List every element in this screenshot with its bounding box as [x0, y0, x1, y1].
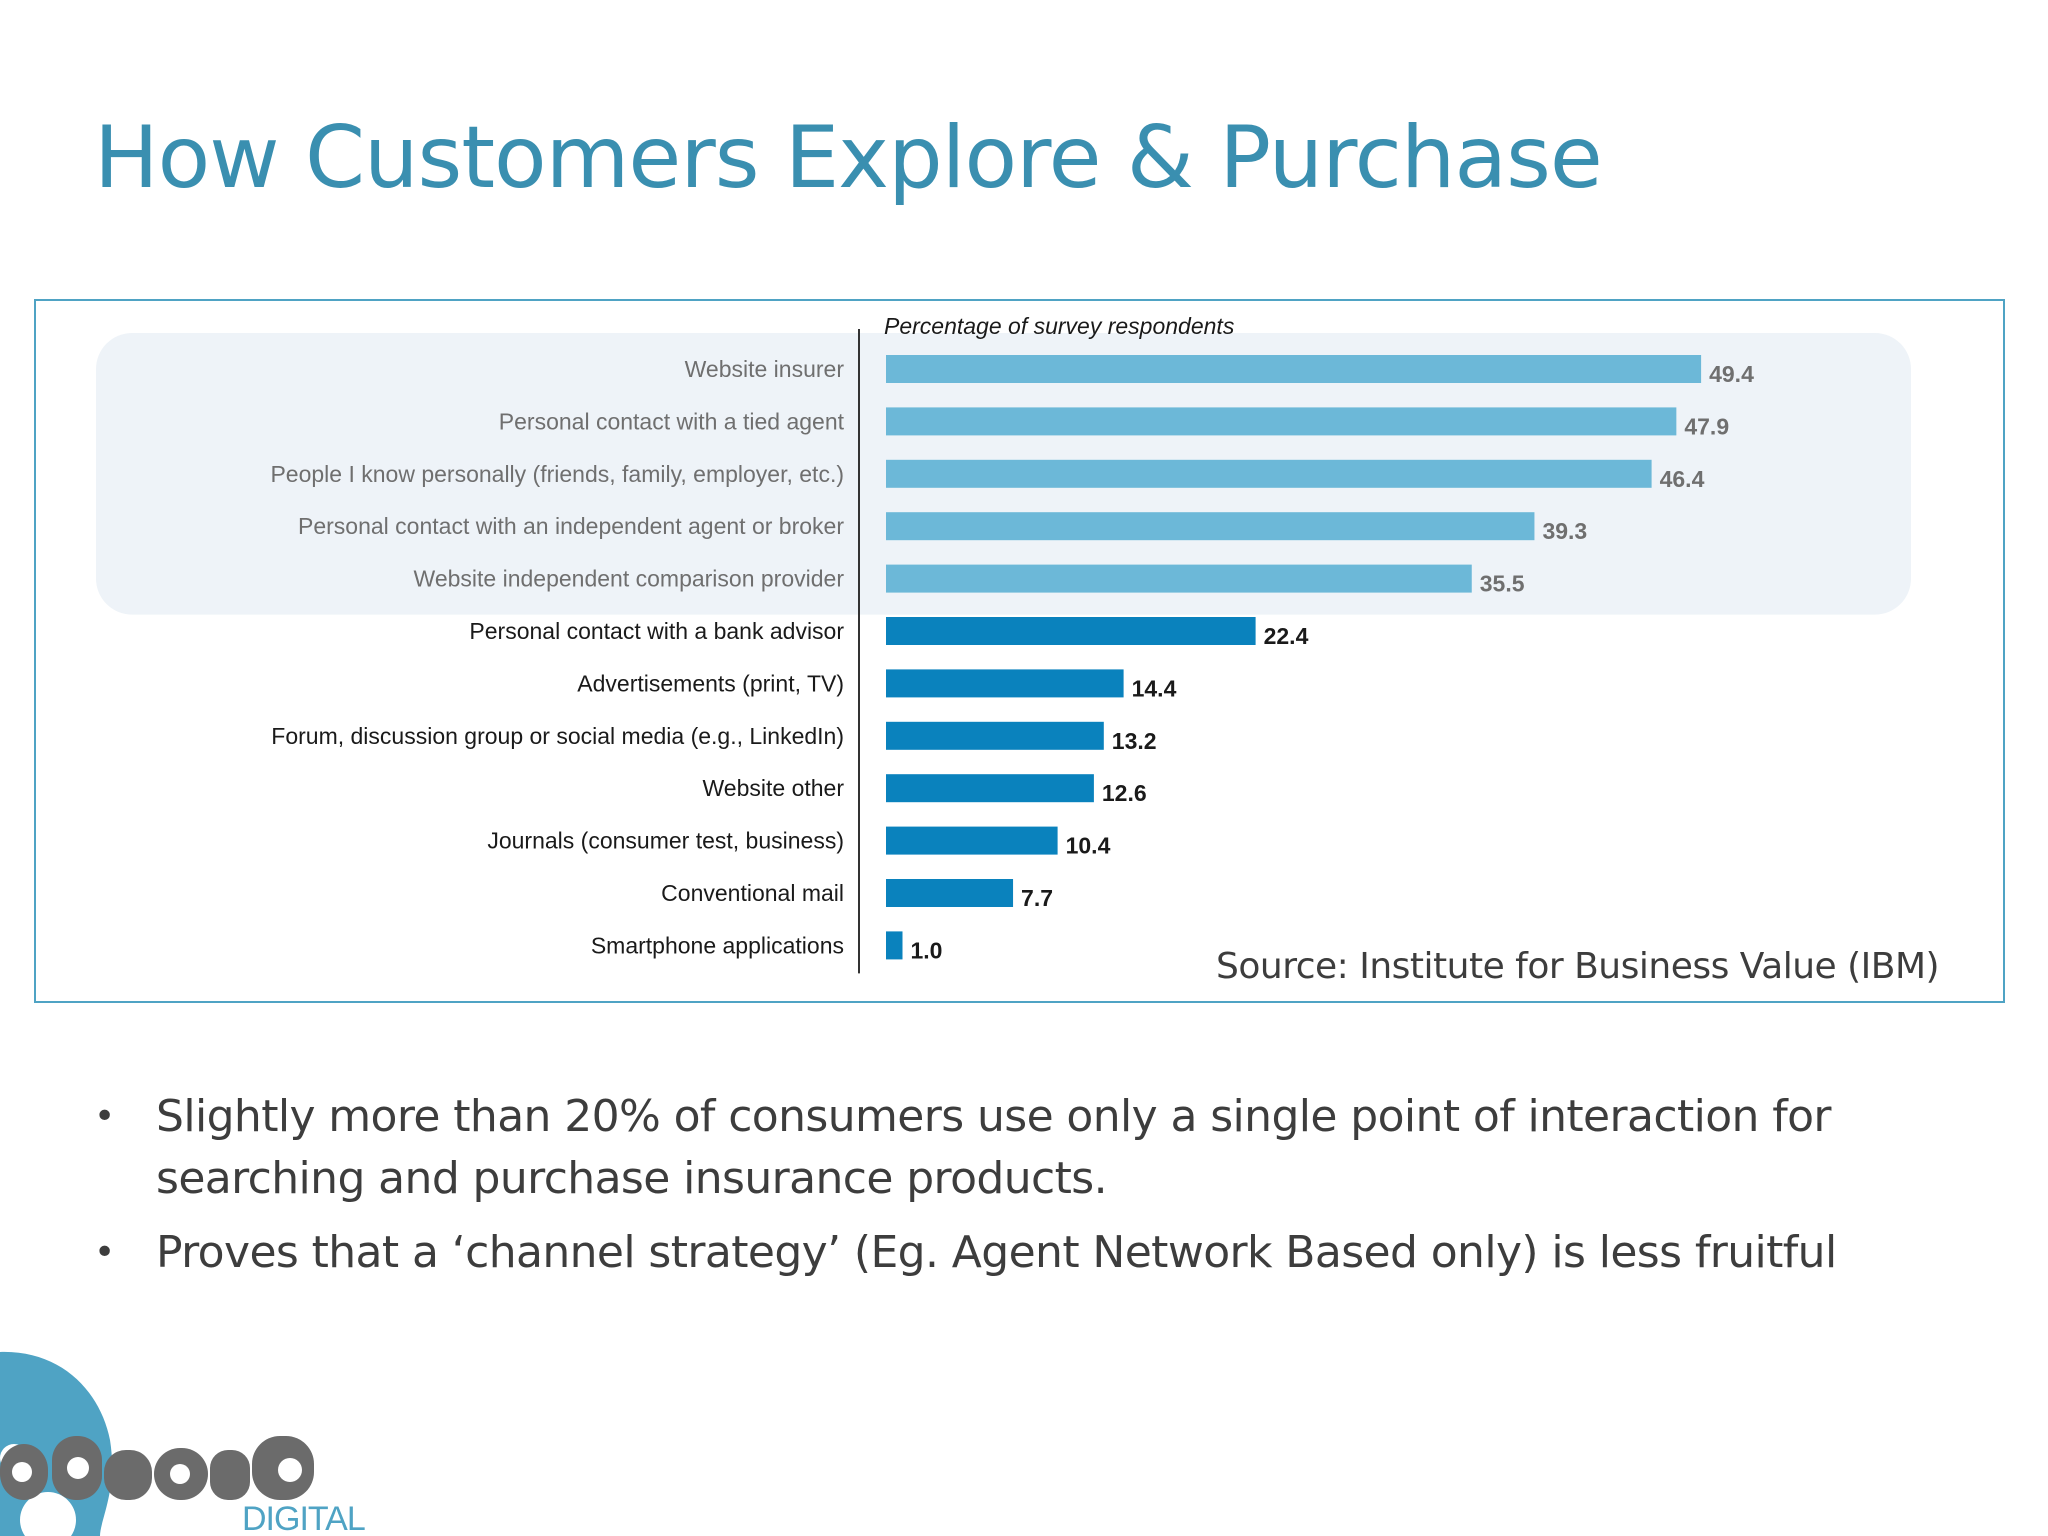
bar: [886, 879, 1014, 907]
bar: [886, 669, 1124, 698]
bullet-text: Slightly more than 20% of consumers use …: [156, 1091, 1832, 1204]
axis-caption: Percentage of survey respondents: [884, 313, 1235, 339]
bar: [886, 617, 1256, 645]
category-label: Smartphone applications: [591, 932, 844, 958]
category-label: Conventional mail: [661, 880, 844, 906]
category-label: Personal contact with an independent age…: [298, 513, 844, 539]
bar: [886, 721, 1104, 750]
bar-chart: Percentage of survey respondents Website …: [96, 313, 1911, 974]
bar: [886, 826, 1058, 855]
bar: [886, 931, 903, 960]
value-label: 47.9: [1684, 413, 1729, 439]
bar: [886, 355, 1702, 383]
source-note: Source: Institute for Business Value (IB…: [1216, 946, 1940, 987]
bullet-item: • Slightly more than 20% of consumers us…: [94, 1086, 1994, 1210]
value-label: 10.4: [1066, 833, 1111, 859]
category-label: Personal contact with a tied agent: [499, 408, 845, 434]
logo-mark-icon: [0, 1351, 314, 1536]
category-label: Website insurer: [685, 356, 845, 382]
value-label: 1.0: [911, 937, 943, 963]
slide-title: How Customers Explore & Purchase: [94, 108, 1603, 208]
category-label: Personal contact with a bank advisor: [469, 618, 844, 644]
chart-frame: Percentage of survey respondents Website …: [34, 299, 2005, 1003]
bar: [886, 459, 1652, 488]
value-label: 13.2: [1112, 728, 1157, 754]
bullet-dot-icon: •: [94, 1096, 115, 1137]
bullet-item: • Proves that a ‘channel strategy’ (Eg. …: [94, 1222, 1994, 1284]
absorb-digital-logo: DIGITAL: [0, 1340, 380, 1536]
value-label: 49.4: [1709, 361, 1754, 387]
bullet-list: • Slightly more than 20% of consumers us…: [94, 1086, 1994, 1296]
category-label: Website independent comparison provider: [414, 566, 845, 592]
category-label: Website other: [703, 775, 845, 801]
category-label: Forum, discussion group or social media …: [271, 723, 844, 749]
category-label: People I know personally (friends, famil…: [270, 461, 844, 487]
value-label: 39.3: [1542, 518, 1587, 544]
bullet-text: Proves that a ‘channel strategy’ (Eg. Ag…: [156, 1227, 1837, 1278]
value-label: 22.4: [1264, 623, 1309, 649]
value-label: 35.5: [1480, 571, 1525, 597]
value-label: 14.4: [1132, 675, 1177, 701]
value-label: 46.4: [1660, 466, 1705, 492]
bar: [886, 564, 1472, 593]
category-label: Journals (consumer test, business): [487, 828, 844, 854]
logo-subtext: DIGITAL: [242, 1500, 366, 1536]
bar: [886, 774, 1094, 803]
value-label: 12.6: [1102, 780, 1147, 806]
value-label: 7.7: [1021, 885, 1053, 911]
category-label: Advertisements (print, TV): [577, 670, 844, 696]
bullet-dot-icon: •: [94, 1232, 115, 1273]
bar: [886, 512, 1535, 541]
bar: [886, 407, 1677, 436]
